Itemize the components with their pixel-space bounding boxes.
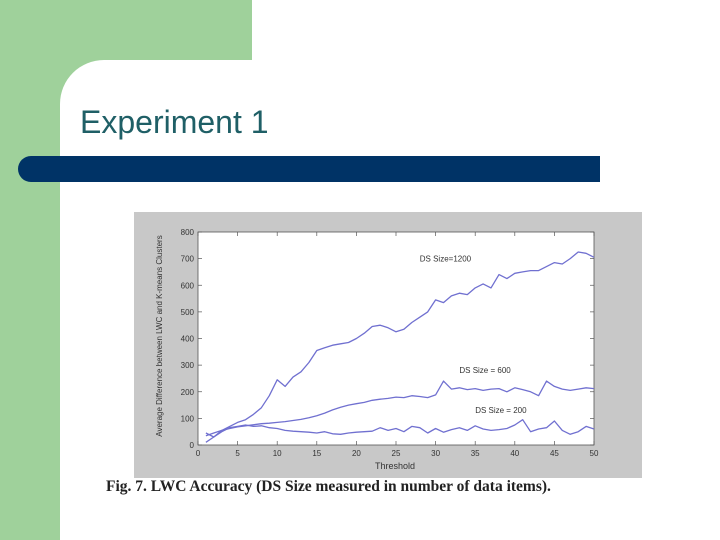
x-tick-label: 5 (235, 449, 240, 458)
y-tick-label: 0 (190, 441, 195, 450)
series-annotation: DS Size = 200 (475, 406, 527, 415)
y-tick-label: 800 (181, 228, 195, 237)
x-tick-label: 10 (273, 449, 282, 458)
y-tick-label: 100 (181, 414, 195, 423)
y-tick-label: 400 (181, 335, 195, 344)
x-axis-label: Threshold (375, 461, 415, 471)
series-annotation: DS Size = 600 (459, 366, 511, 375)
x-tick-label: 25 (392, 449, 401, 458)
title-underline-bar (18, 156, 600, 182)
series-annotation: DS Size=1200 (420, 254, 472, 263)
y-tick-label: 600 (181, 281, 195, 290)
y-tick-label: 200 (181, 388, 195, 397)
x-tick-label: 30 (431, 449, 440, 458)
x-tick-label: 0 (196, 449, 201, 458)
series-line-3 (205, 419, 595, 438)
line-chart: 0 100 200 300 400 500 600 700 800 0 5 10 15 20 25 30 35 4… (155, 228, 599, 471)
series-line-2 (205, 380, 595, 437)
figure-caption: Fig. 7. LWC Accuracy (DS Size measured i… (106, 478, 551, 495)
y-tick-label: 700 (181, 255, 195, 264)
series-line-1 (205, 251, 595, 443)
x-tick-label: 35 (471, 449, 480, 458)
accent-strip (0, 0, 60, 540)
plot-area (197, 231, 595, 446)
x-tick-label: 50 (590, 449, 599, 458)
x-tick-label: 20 (352, 449, 361, 458)
slide-title: Experiment 1 (80, 104, 269, 140)
y-tick-label: 500 (181, 308, 195, 317)
y-tick-label: 300 (181, 361, 195, 370)
chart-figure: 0 100 200 300 400 500 600 700 800 0 5 10 15 20 25 30 35 4… (134, 212, 642, 478)
x-tick-label: 40 (510, 449, 519, 458)
y-axis-label: Average Difference between LWC and K-mea… (155, 235, 164, 436)
x-tick-label: 45 (550, 449, 559, 458)
x-tick-label: 15 (312, 449, 321, 458)
